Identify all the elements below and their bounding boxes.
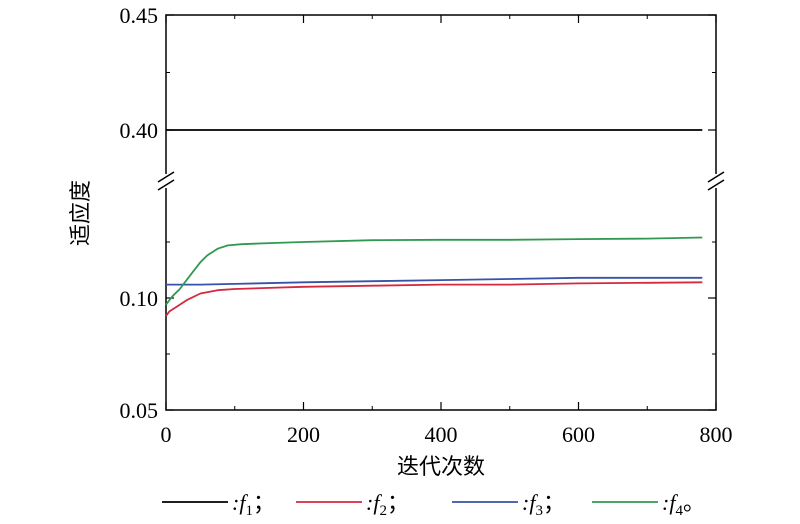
x-tick-label: 0: [161, 422, 172, 447]
x-tick-label: 600: [562, 422, 595, 447]
legend-label-f2: :f2；: [366, 490, 409, 519]
legend-label-f3: :f3；: [522, 490, 565, 519]
y-tick-label: 0.10: [120, 286, 159, 311]
series-line-f3: [166, 276, 703, 286]
plot-frame: [165, 14, 717, 411]
axis-break-mark: [707, 179, 725, 191]
y-axis-title: 适应度: [69, 180, 94, 246]
series-line-f2: [165, 281, 703, 317]
legend-label-f1: :f1；: [232, 490, 275, 519]
y-tick-label: 0.45: [120, 3, 159, 28]
axis-break-mark: [157, 179, 175, 191]
legend-label-f4: :f4。: [662, 490, 705, 519]
x-axis-title: 迭代次数: [397, 455, 485, 480]
x-tick-label: 800: [700, 422, 733, 447]
series-line-f4: [165, 236, 703, 306]
axis-break-mark: [707, 171, 725, 183]
y-tick-label: 0.40: [120, 118, 159, 143]
y-tick-label: 0.05: [120, 398, 159, 423]
x-tick-label: 400: [425, 422, 458, 447]
axis-break-mark: [157, 171, 175, 183]
x-tick-label: 200: [287, 422, 320, 447]
